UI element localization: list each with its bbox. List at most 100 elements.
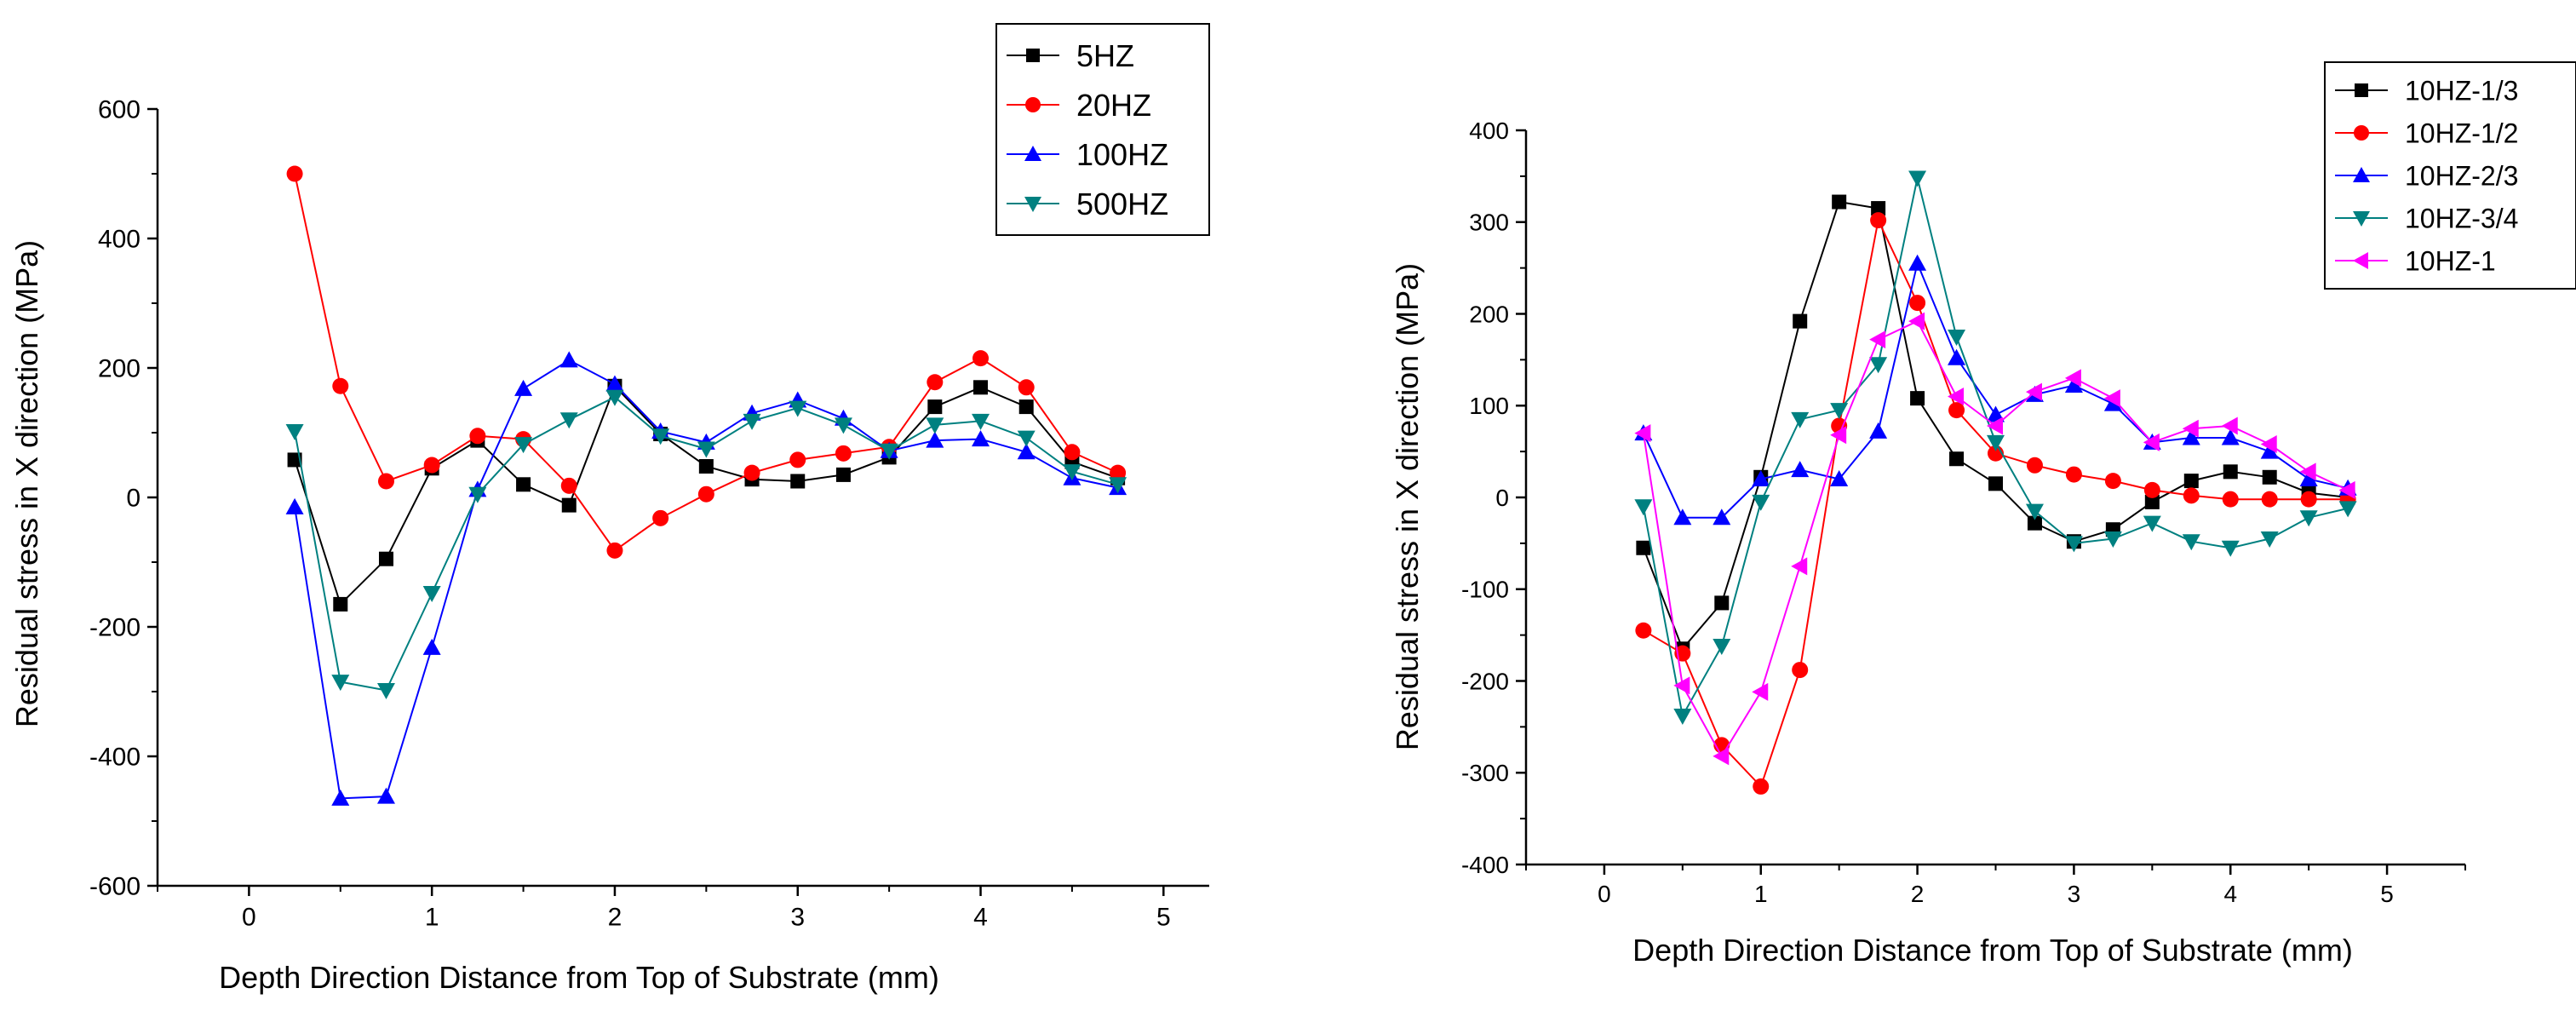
data-point (2103, 389, 2120, 408)
data-point (1064, 444, 1081, 461)
x-tick-label: 4 (973, 904, 988, 932)
data-point (1792, 662, 1809, 679)
data-point (1793, 313, 1808, 329)
series-20HZ (286, 165, 1127, 559)
data-point (926, 431, 944, 448)
data-point (2222, 491, 2239, 508)
data-point (605, 375, 624, 392)
data-point (1948, 329, 1966, 346)
y-tick-label: 100 (1469, 393, 1509, 419)
data-point (331, 675, 350, 692)
legend-marker (1026, 49, 1040, 62)
data-point (1636, 540, 1651, 555)
legend-label: 500HZ (1076, 187, 1168, 221)
y-tick-label: -200 (89, 614, 141, 642)
data-point (1988, 476, 2003, 491)
data-point (606, 542, 623, 559)
data-point (2026, 457, 2043, 474)
y-tick-label: 0 (126, 485, 141, 513)
data-point (880, 443, 898, 460)
data-point (1871, 201, 1886, 216)
data-point (2065, 466, 2082, 483)
data-point (697, 485, 714, 503)
data-point (1910, 391, 1925, 406)
legend-label: 10HZ-1/3 (2405, 76, 2518, 106)
data-point (1673, 708, 1692, 725)
legend-label: 10HZ-1/2 (2405, 118, 2518, 149)
data-point (743, 413, 761, 430)
data-point (1791, 461, 1810, 478)
y-tick-label: -200 (1461, 668, 1509, 694)
data-point (1017, 443, 1036, 460)
data-point (1713, 508, 1731, 526)
data-point (2262, 469, 2277, 485)
data-point (332, 377, 349, 394)
data-point (2338, 480, 2355, 499)
data-point (1987, 416, 2003, 435)
data-point (1753, 778, 1770, 795)
legend-marker (2353, 167, 2370, 182)
x-tick-label: 0 (242, 904, 256, 932)
data-point (973, 380, 989, 395)
data-point (1752, 494, 1770, 511)
data-point (1908, 254, 1927, 271)
data-point (468, 486, 487, 503)
chart-panel-left: -600 -400 -200 0 200 400 600 0 1 2 3 4 5 5HZ 20HZ 100H… (9, 23, 1210, 995)
data-point (835, 445, 852, 462)
x-tick-label: 5 (2380, 881, 2394, 907)
x-tick-label: 1 (1754, 881, 1768, 907)
data-point (927, 399, 943, 415)
data-point (376, 787, 395, 804)
y-tick-label: 400 (98, 226, 141, 254)
x-tick-label: 2 (1911, 881, 1925, 907)
data-point (1908, 170, 1927, 187)
x-axis-label-right: Depth Direction Distance from Top of Sub… (1632, 933, 2353, 968)
data-point (789, 451, 806, 468)
data-point (1018, 399, 1034, 415)
x-tick-label: 2 (608, 904, 622, 932)
data-point (287, 452, 302, 468)
series-10HZ-1 (1634, 312, 2355, 766)
data-point (514, 379, 533, 396)
data-point (1791, 411, 1810, 428)
legend-marker (2354, 125, 2369, 141)
data-point (560, 477, 577, 494)
series-500HZ (285, 389, 1127, 699)
data-point (652, 509, 669, 526)
data-point (972, 413, 990, 430)
data-point (1830, 469, 1849, 486)
data-point (972, 350, 990, 367)
data-point (2300, 491, 2317, 508)
data-point (2027, 515, 2042, 531)
data-point (2182, 419, 2199, 438)
legend-label: 10HZ-1 (2405, 246, 2496, 277)
legend-marker (1024, 146, 1041, 161)
data-point (2064, 376, 2083, 393)
data-point (514, 437, 533, 454)
x-tick-label: 3 (790, 904, 805, 932)
data-point (834, 417, 852, 434)
series-100HZ (285, 351, 1127, 806)
data-point (1830, 403, 1849, 420)
y-tick-label: -400 (89, 744, 141, 772)
data-point (377, 473, 394, 490)
legend-label: 10HZ-2/3 (2405, 161, 2518, 192)
data-point (2183, 487, 2200, 504)
data-point (1832, 194, 1847, 210)
data-point (1948, 348, 1966, 365)
data-point (926, 417, 944, 434)
x-tick-label: 4 (2223, 881, 2237, 907)
series-group-left (285, 165, 1127, 806)
data-point (2299, 462, 2316, 481)
data-point (2143, 433, 2160, 451)
data-point (2104, 473, 2121, 490)
data-point (835, 467, 851, 482)
series-group-right (1634, 170, 2357, 795)
data-point (378, 551, 393, 566)
data-point (1018, 379, 1035, 396)
y-tick-label: 400 (1469, 118, 1509, 144)
x-axis-label-left: Depth Direction Distance from Top of Sub… (219, 960, 939, 995)
data-point (1673, 508, 1692, 526)
data-point (285, 423, 304, 440)
data-point (1869, 357, 1888, 374)
